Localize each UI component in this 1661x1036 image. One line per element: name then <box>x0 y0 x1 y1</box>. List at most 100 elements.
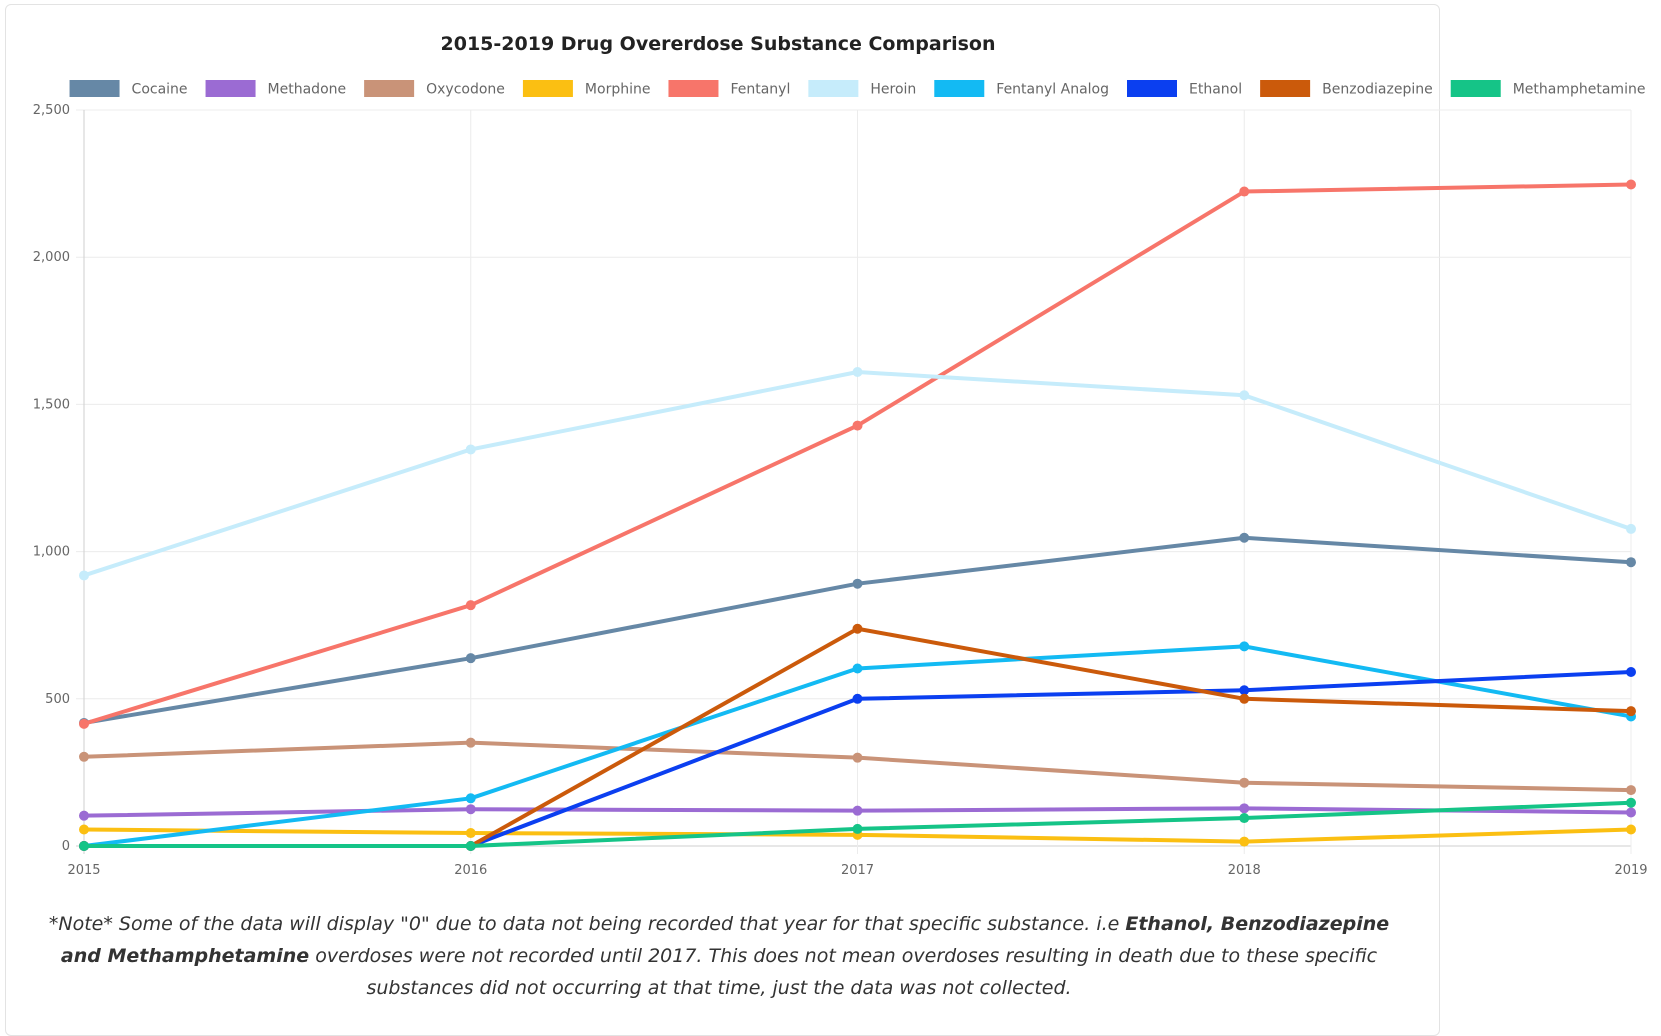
series-line <box>79 797 1636 851</box>
data-point[interactable] <box>1239 693 1250 704</box>
data-point[interactable] <box>1239 777 1250 788</box>
data-point[interactable] <box>465 793 476 804</box>
data-point[interactable] <box>465 737 476 748</box>
legend-swatch <box>1127 80 1177 97</box>
series-line <box>79 367 1636 581</box>
data-point[interactable] <box>79 824 89 835</box>
data-point[interactable] <box>465 600 476 611</box>
series-lines <box>79 179 1636 851</box>
y-tick-label: 0 <box>62 839 70 854</box>
data-point[interactable] <box>1626 523 1636 534</box>
data-point[interactable] <box>852 367 863 378</box>
series-line <box>79 179 1636 729</box>
data-point[interactable] <box>852 663 863 674</box>
y-tick-label: 1,500 <box>33 397 70 412</box>
data-point[interactable] <box>465 841 476 851</box>
data-point[interactable] <box>1239 390 1250 401</box>
note-text-start: *Note* Some of the data will display "0"… <box>48 913 1126 935</box>
legend-swatch <box>205 80 256 97</box>
data-point[interactable] <box>79 841 89 851</box>
data-point[interactable] <box>465 653 476 664</box>
series-line <box>79 824 1636 847</box>
data-point[interactable] <box>852 420 863 431</box>
legend-item[interactable]: Benzodiazepine <box>1260 80 1433 98</box>
data-point[interactable] <box>1239 186 1250 197</box>
series-line <box>79 803 1636 821</box>
x-tick-label: 2015 <box>67 863 100 878</box>
data-point[interactable] <box>1626 797 1636 808</box>
legend-swatch <box>1260 80 1311 97</box>
legend: Cocaine Methadone Oxycodone Morphine Fentany… <box>69 80 1646 98</box>
data-point[interactable] <box>1239 532 1250 543</box>
y-tick-label: 2,500 <box>33 103 70 118</box>
data-point[interactable] <box>852 752 863 763</box>
legend-label: Cocaine <box>132 82 188 98</box>
legend-label: Ethanol <box>1189 82 1242 98</box>
y-tick-label: 1,000 <box>33 545 70 560</box>
legend-swatch <box>668 80 719 97</box>
data-point[interactable] <box>465 804 476 815</box>
data-point[interactable] <box>852 805 863 816</box>
legend-label: Fentanyl Analog <box>996 82 1109 98</box>
legend-item[interactable]: Methamphetamine <box>1450 80 1646 98</box>
legend-item[interactable]: Fentanyl Analog <box>934 80 1109 98</box>
legend-label: Heroin <box>870 82 916 98</box>
legend-swatch <box>364 80 415 97</box>
legend-label: Methamphetamine <box>1513 82 1646 98</box>
legend-label: Morphine <box>585 82 651 98</box>
chart-title: 2015-2019 Drug Overerdose Substance Comp… <box>441 33 996 55</box>
legend-item[interactable]: Morphine <box>522 80 651 98</box>
x-tick-label: 2017 <box>841 863 874 878</box>
data-point[interactable] <box>1626 179 1636 190</box>
chart-card <box>5 4 1440 1036</box>
grid-lines <box>76 109 1632 854</box>
data-point[interactable] <box>1626 667 1636 678</box>
legend-swatch <box>522 80 573 97</box>
legend-item[interactable]: Methadone <box>205 80 347 98</box>
legend-item[interactable]: Fentanyl <box>668 80 790 98</box>
y-tick-label: 500 <box>45 692 70 707</box>
data-point[interactable] <box>852 823 863 834</box>
data-point[interactable] <box>852 578 863 589</box>
data-point[interactable] <box>465 828 476 839</box>
legend-label: Oxycodone <box>426 82 505 98</box>
legend-label: Methadone <box>268 82 347 98</box>
x-tick-label: 2019 <box>1614 863 1647 878</box>
data-point[interactable] <box>1239 803 1250 814</box>
data-point[interactable] <box>79 718 89 729</box>
legend-label: Benzodiazepine <box>1322 82 1433 98</box>
data-point[interactable] <box>852 693 863 704</box>
data-point[interactable] <box>1239 813 1250 824</box>
legend-swatch <box>69 80 120 97</box>
data-point[interactable] <box>1626 785 1636 796</box>
line-chart: 2015-2019 Drug Overerdose Substance Comp… <box>33 33 1648 878</box>
note-text-end: overdoses were not recorded until 2017. … <box>309 945 1378 999</box>
legend-item[interactable]: Oxycodone <box>364 80 505 98</box>
data-point[interactable] <box>1239 685 1250 696</box>
x-tick-label: 2016 <box>454 863 487 878</box>
y-tick-label: 2,000 <box>33 250 70 265</box>
legend-swatch <box>934 80 985 97</box>
axis-ticks: 0 500 1,000 1,500 2,000 2,500 2015 2016 2017 2018… <box>33 103 1648 878</box>
legend-swatch <box>808 80 859 97</box>
data-point[interactable] <box>1626 807 1636 818</box>
note-text-bold: Ethanol, Benzodiazepine and Methamphetam… <box>60 913 1390 967</box>
x-tick-label: 2018 <box>1228 863 1261 878</box>
data-point[interactable] <box>1626 557 1636 568</box>
legend-item[interactable]: Cocaine <box>69 80 188 98</box>
data-point[interactable] <box>79 810 89 821</box>
legend-item[interactable]: Ethanol <box>1127 80 1242 98</box>
series-line <box>79 737 1636 796</box>
legend-label: Fentanyl <box>730 82 790 98</box>
data-point[interactable] <box>1626 824 1636 835</box>
data-point[interactable] <box>79 570 89 581</box>
legend-item[interactable]: Heroin <box>808 80 916 98</box>
data-point[interactable] <box>1239 641 1250 652</box>
data-point[interactable] <box>465 444 476 455</box>
data-point[interactable] <box>1626 706 1636 717</box>
data-point[interactable] <box>1239 836 1250 847</box>
data-point[interactable] <box>852 623 863 634</box>
legend-swatch <box>1450 80 1501 97</box>
data-point[interactable] <box>79 751 89 762</box>
chart-note: *Note* Some of the data will display "0"… <box>34 908 1404 1004</box>
